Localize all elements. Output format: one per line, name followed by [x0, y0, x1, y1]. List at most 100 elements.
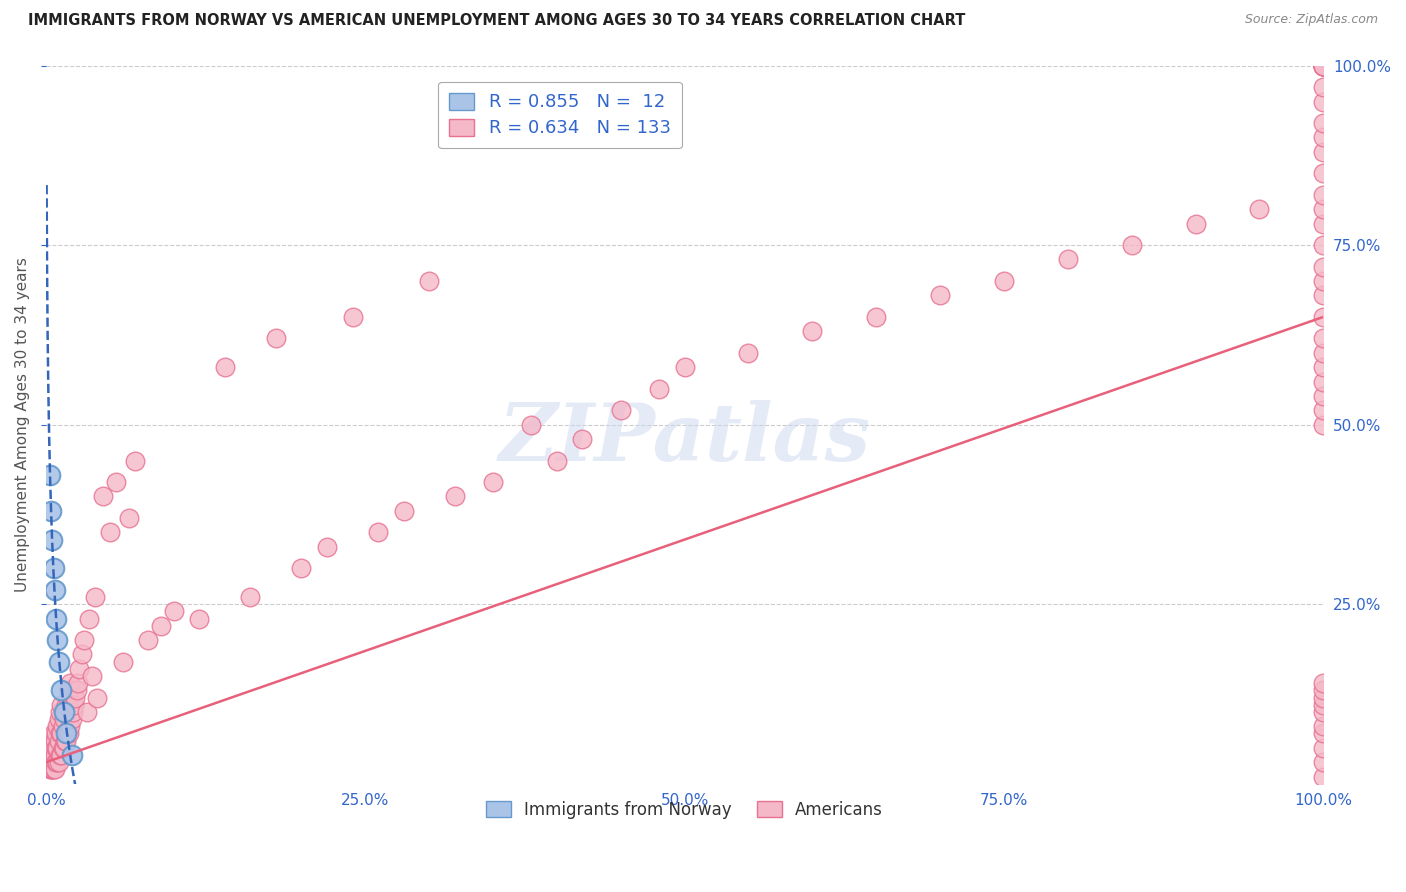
Point [1312, 59, 1334, 73]
Point [42, 755, 65, 769]
Point [1312, 719, 1334, 733]
Point [993, 274, 1015, 288]
Point [45, 740, 67, 755]
Point [929, 288, 952, 302]
Point [1312, 59, 1334, 73]
Point [1184, 217, 1206, 231]
Point [49, 747, 72, 762]
Point [48, 733, 70, 747]
Point [1312, 274, 1334, 288]
Point [188, 611, 211, 625]
Point [737, 346, 759, 360]
Point [53, 705, 76, 719]
Point [214, 360, 236, 375]
Point [58, 683, 80, 698]
Point [59, 719, 82, 733]
Point [44, 582, 66, 597]
Point [49, 705, 72, 719]
Point [56, 726, 79, 740]
Point [52, 719, 75, 733]
Point [39, 763, 62, 777]
Point [1312, 389, 1334, 403]
Point [367, 525, 389, 540]
Point [1312, 260, 1334, 274]
Point [1312, 360, 1334, 375]
Point [83, 590, 105, 604]
Point [52, 740, 75, 755]
Point [70, 648, 93, 662]
Point [1312, 417, 1334, 432]
Point [38, 467, 60, 482]
Point [42, 740, 65, 755]
Point [673, 360, 696, 375]
Point [80, 669, 103, 683]
Point [482, 475, 505, 489]
Point [45, 611, 67, 625]
Point [1312, 130, 1334, 145]
Point [49, 726, 72, 740]
Point [1312, 59, 1334, 73]
Point [46, 633, 69, 648]
Point [546, 453, 568, 467]
Point [45, 755, 67, 769]
Point [1056, 252, 1078, 267]
Point [41, 755, 63, 769]
Point [1312, 403, 1334, 417]
Point [163, 604, 186, 618]
Point [1312, 705, 1334, 719]
Point [1312, 187, 1334, 202]
Point [63, 698, 86, 712]
Point [520, 417, 543, 432]
Point [38, 747, 60, 762]
Point [60, 747, 83, 762]
Point [39, 740, 62, 755]
Text: IMMIGRANTS FROM NORWAY VS AMERICAN UNEMPLOYMENT AMONG AGES 30 TO 34 YEARS CORREL: IMMIGRANTS FROM NORWAY VS AMERICAN UNEMP… [28, 13, 966, 29]
Point [51, 683, 73, 698]
Point [39, 504, 62, 518]
Point [76, 705, 98, 719]
Point [1312, 690, 1334, 705]
Point [45, 726, 67, 740]
Point [648, 382, 671, 396]
Point [1312, 116, 1334, 130]
Point [1312, 740, 1334, 755]
Point [52, 740, 75, 755]
Point [98, 525, 121, 540]
Point [93, 490, 115, 504]
Point [1312, 238, 1334, 252]
Point [52, 712, 75, 726]
Point [44, 733, 66, 747]
Point [51, 747, 73, 762]
Point [1312, 726, 1334, 740]
Point [48, 755, 70, 769]
Point [1312, 755, 1334, 769]
Point [67, 662, 90, 676]
Point [56, 690, 79, 705]
Point [41, 763, 63, 777]
Point [51, 698, 73, 712]
Point [48, 712, 70, 726]
Point [53, 733, 76, 747]
Point [1312, 80, 1334, 95]
Point [124, 453, 146, 467]
Point [1312, 202, 1334, 217]
Point [44, 763, 66, 777]
Point [1312, 375, 1334, 389]
Point [1121, 238, 1143, 252]
Point [149, 619, 172, 633]
Point [392, 504, 415, 518]
Point [41, 533, 63, 547]
Point [39, 755, 62, 769]
Point [46, 755, 69, 769]
Point [46, 740, 69, 755]
Point [118, 511, 141, 525]
Point [865, 310, 887, 324]
Point [42, 763, 65, 777]
Point [1312, 59, 1334, 73]
Point [1312, 683, 1334, 698]
Point [801, 324, 824, 338]
Point [264, 331, 287, 345]
Point [65, 690, 87, 705]
Point [571, 432, 593, 446]
Point [48, 655, 70, 669]
